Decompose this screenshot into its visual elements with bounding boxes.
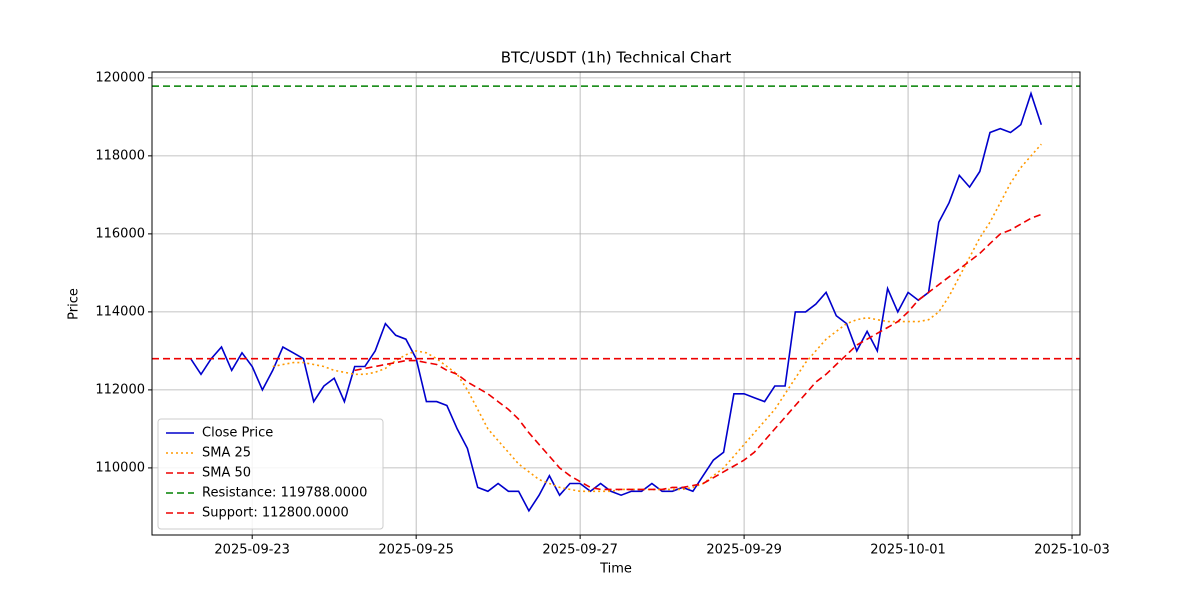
legend-label: SMA 50 (202, 466, 251, 481)
price-line (354, 213, 1042, 491)
x-tick-label: 2025-09-25 (378, 543, 454, 558)
y-tick-label: 120000 (95, 70, 145, 85)
legend-label: SMA 25 (202, 446, 251, 461)
legend-label: Close Price (202, 426, 273, 441)
y-axis-label: Price (67, 288, 82, 320)
x-tick-label: 2025-09-29 (706, 543, 782, 558)
y-tick-label: 112000 (95, 382, 145, 397)
legend-label: Support: 112800.0000 (202, 506, 349, 521)
x-tick-label: 2025-09-27 (542, 543, 618, 558)
legend-box (157, 418, 384, 530)
plot-frame (151, 71, 1081, 536)
x-tick-label: 2025-10-01 (870, 543, 946, 558)
x-tick-label: 2025-10-03 (1034, 543, 1110, 558)
y-tick-label: 110000 (95, 460, 145, 475)
price-line (190, 90, 1043, 513)
y-tick-label: 118000 (95, 148, 145, 163)
y-tick-label: 116000 (95, 226, 145, 241)
y-tick-label: 114000 (95, 304, 145, 319)
x-tick-label: 2025-09-23 (214, 543, 290, 558)
price-line (272, 143, 1042, 493)
chart-title: BTC/USDT (1h) Technical Chart (501, 49, 732, 67)
x-axis-label: Time (599, 562, 632, 577)
legend-label: Resistance: 119788.0000 (202, 486, 367, 501)
